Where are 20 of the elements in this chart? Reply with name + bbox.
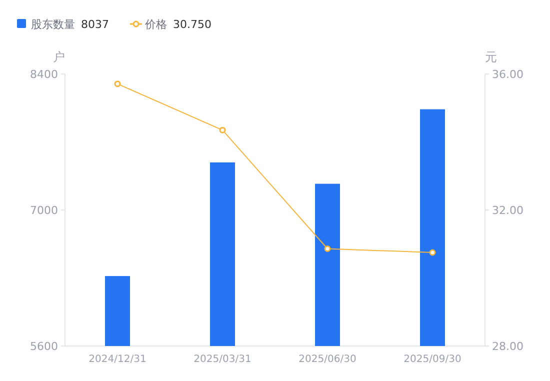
y-tick-label: 7000 xyxy=(30,204,58,217)
y2-tick-label: 36.00 xyxy=(492,68,524,81)
legend-label: 价格 xyxy=(144,18,167,31)
point xyxy=(429,249,436,256)
legend-label: 股东数量 xyxy=(31,18,75,31)
text: 8037 xyxy=(81,18,109,31)
y2-tick-label: 32.00 xyxy=(492,204,524,217)
point xyxy=(324,246,331,252)
y-tick-label: 8400 xyxy=(30,68,58,81)
point xyxy=(114,80,121,88)
x-tick-label: 2025/06/30 xyxy=(298,354,356,365)
y2-tick-label: 28.00 xyxy=(492,340,524,353)
y-axis-title: 户 xyxy=(53,50,65,64)
x-tick-label: 2025/09/30 xyxy=(404,354,462,365)
x-tick-label: 2025/03/31 xyxy=(194,354,252,365)
y-tick-label: 5600 xyxy=(30,340,58,353)
y2-axis-title: 元 xyxy=(485,50,497,64)
point xyxy=(219,126,226,134)
text: 30.750 xyxy=(173,18,212,31)
x-tick-label: 2024/12/31 xyxy=(88,354,146,365)
